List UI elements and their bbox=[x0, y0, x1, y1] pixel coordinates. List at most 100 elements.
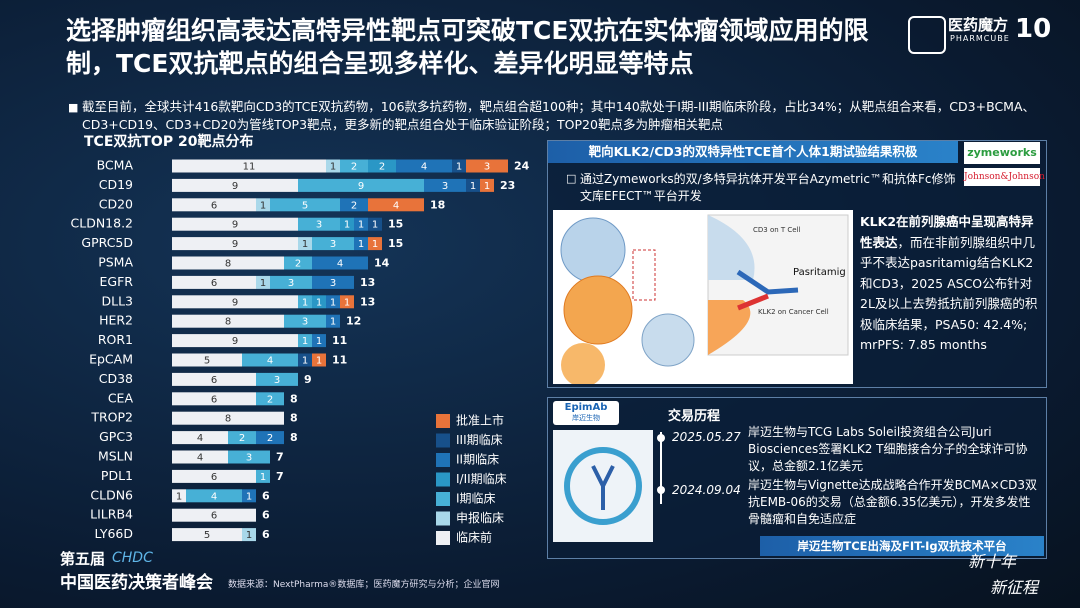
bar-segment bbox=[172, 469, 256, 483]
data-label: 1 bbox=[316, 356, 322, 367]
case-highlight: KLK2在前列腺癌中呈现高特异性表达 bbox=[860, 214, 1034, 250]
legend-swatch bbox=[436, 414, 450, 428]
bullet-icon: □ bbox=[566, 172, 577, 185]
chart-title: TCE双抗TOP 20靶点分布 bbox=[84, 133, 253, 150]
data-label: 1 bbox=[316, 297, 322, 308]
logo-icon bbox=[908, 16, 946, 54]
legend-label: 临床前 bbox=[456, 530, 492, 545]
logo-sub: 岸迈生物 bbox=[572, 414, 600, 422]
cancer-zoom bbox=[708, 300, 751, 355]
data-label: 1 bbox=[344, 297, 350, 308]
bar-segment bbox=[172, 508, 256, 522]
bar-segment bbox=[284, 314, 326, 328]
bar-segment bbox=[326, 159, 340, 173]
bar-segment bbox=[172, 256, 284, 270]
data-label: 2 bbox=[351, 162, 357, 173]
slogan: 新十年 bbox=[968, 552, 1017, 571]
bar-segment bbox=[172, 450, 228, 464]
data-label: 3 bbox=[330, 239, 336, 250]
bar-segment bbox=[466, 159, 508, 173]
data-label: 3 bbox=[330, 278, 336, 289]
figure-label: Pasritamig bbox=[793, 267, 846, 278]
data-label: 4 bbox=[197, 433, 203, 444]
bar-segment bbox=[172, 411, 284, 425]
logo-jnj: Johnson&Johnson bbox=[964, 168, 1045, 186]
data-label: 1 bbox=[358, 239, 364, 250]
total-label: 6 bbox=[262, 509, 270, 522]
bar-segment bbox=[172, 489, 186, 503]
data-label: 6 bbox=[211, 394, 217, 405]
data-label: 2 bbox=[295, 259, 301, 270]
data-label: 6 bbox=[211, 375, 217, 386]
legend-swatch bbox=[436, 492, 450, 506]
y-tick-label: CLDN18.2 bbox=[71, 216, 134, 231]
deals-banner: 岸迈生物TCE出海及FIT-Ig双抗技术平台 bbox=[760, 536, 1044, 556]
bar-segment bbox=[172, 275, 256, 289]
data-label: 1 bbox=[484, 181, 490, 192]
data-label: 1 bbox=[470, 181, 476, 192]
data-label: 6 bbox=[211, 278, 217, 289]
bar-segment bbox=[312, 334, 326, 348]
bar-segment bbox=[326, 295, 340, 309]
total-label: 7 bbox=[276, 451, 284, 464]
bar-segment bbox=[256, 198, 270, 212]
y-tick-label: CD19 bbox=[99, 177, 133, 192]
total-label: 12 bbox=[346, 315, 361, 328]
data-label: 8 bbox=[225, 317, 231, 328]
source: 数据来源：NextPharma®数据库；医药魔方研究与分析；企业官网 bbox=[228, 580, 500, 590]
event-date: 2025.05.27 bbox=[672, 430, 741, 444]
y-tick-label: CLDN6 bbox=[90, 487, 133, 502]
data-label: 4 bbox=[211, 491, 217, 502]
antibody bbox=[737, 293, 769, 311]
cancer-cell bbox=[561, 343, 605, 384]
data-label: 8 bbox=[225, 414, 231, 425]
data-label: 4 bbox=[197, 453, 203, 464]
case-body: ，而在非前列腺组织中几乎不表达pasritamig结合KLK2和CD3，2025… bbox=[860, 234, 1038, 353]
bar-segment bbox=[270, 275, 312, 289]
legend-swatch bbox=[436, 453, 450, 467]
bar-segment bbox=[172, 353, 242, 367]
total-label: 18 bbox=[430, 198, 445, 211]
legend-label: 批准上市 bbox=[456, 413, 504, 428]
y-tick-label: PSMA bbox=[98, 255, 133, 270]
total-label: 6 bbox=[262, 489, 270, 502]
antibody bbox=[736, 269, 799, 295]
bar-segment bbox=[172, 198, 256, 212]
y-tick-label: LY66D bbox=[95, 526, 133, 541]
data-label: 2 bbox=[267, 394, 273, 405]
bar-segment bbox=[172, 431, 228, 445]
legend-label: I/II期临床 bbox=[456, 472, 507, 486]
data-label: 1 bbox=[260, 472, 266, 483]
slide-title: 选择肿瘤组织高表达高特异性靶点可突破TCE双抗在实体瘤领域应用的限制，TCE双抗… bbox=[66, 16, 869, 78]
data-label: 1 bbox=[372, 239, 378, 250]
bar-segment bbox=[368, 217, 382, 231]
bar-segment bbox=[340, 159, 368, 173]
y-tick-label: ROR1 bbox=[98, 332, 133, 347]
deals-title: 交易历程 bbox=[668, 409, 721, 424]
data-label: 9 bbox=[232, 220, 238, 231]
bar-segment bbox=[312, 353, 326, 367]
bar-segment bbox=[228, 431, 256, 445]
data-label: 1 bbox=[330, 162, 336, 173]
data-label: 1 bbox=[330, 317, 336, 328]
total-label: 7 bbox=[276, 470, 284, 483]
total-label: 23 bbox=[500, 179, 515, 192]
data-label: 5 bbox=[302, 200, 308, 211]
case-title: 靶向KLK2/CD3的双特异性TCE首个人体1期试验结果积极 bbox=[548, 141, 958, 163]
y-tick-label: TROP2 bbox=[90, 410, 133, 425]
legend-label: II期临床 bbox=[456, 453, 499, 467]
y-tick-label: DLL3 bbox=[101, 293, 133, 308]
bar-segment bbox=[298, 217, 340, 231]
bar-segment bbox=[480, 178, 494, 192]
data-label: 8 bbox=[225, 259, 231, 270]
y-tick-label: EGFR bbox=[100, 274, 134, 289]
data-label: 11 bbox=[243, 162, 256, 173]
y-tick-label: BCMA bbox=[97, 158, 134, 173]
bar-segment bbox=[466, 178, 480, 192]
bar-segment bbox=[340, 198, 368, 212]
bar-segment bbox=[340, 295, 354, 309]
data-label: 1 bbox=[358, 220, 364, 231]
bar-segment bbox=[172, 372, 256, 386]
legend-label: III期临床 bbox=[456, 433, 503, 447]
